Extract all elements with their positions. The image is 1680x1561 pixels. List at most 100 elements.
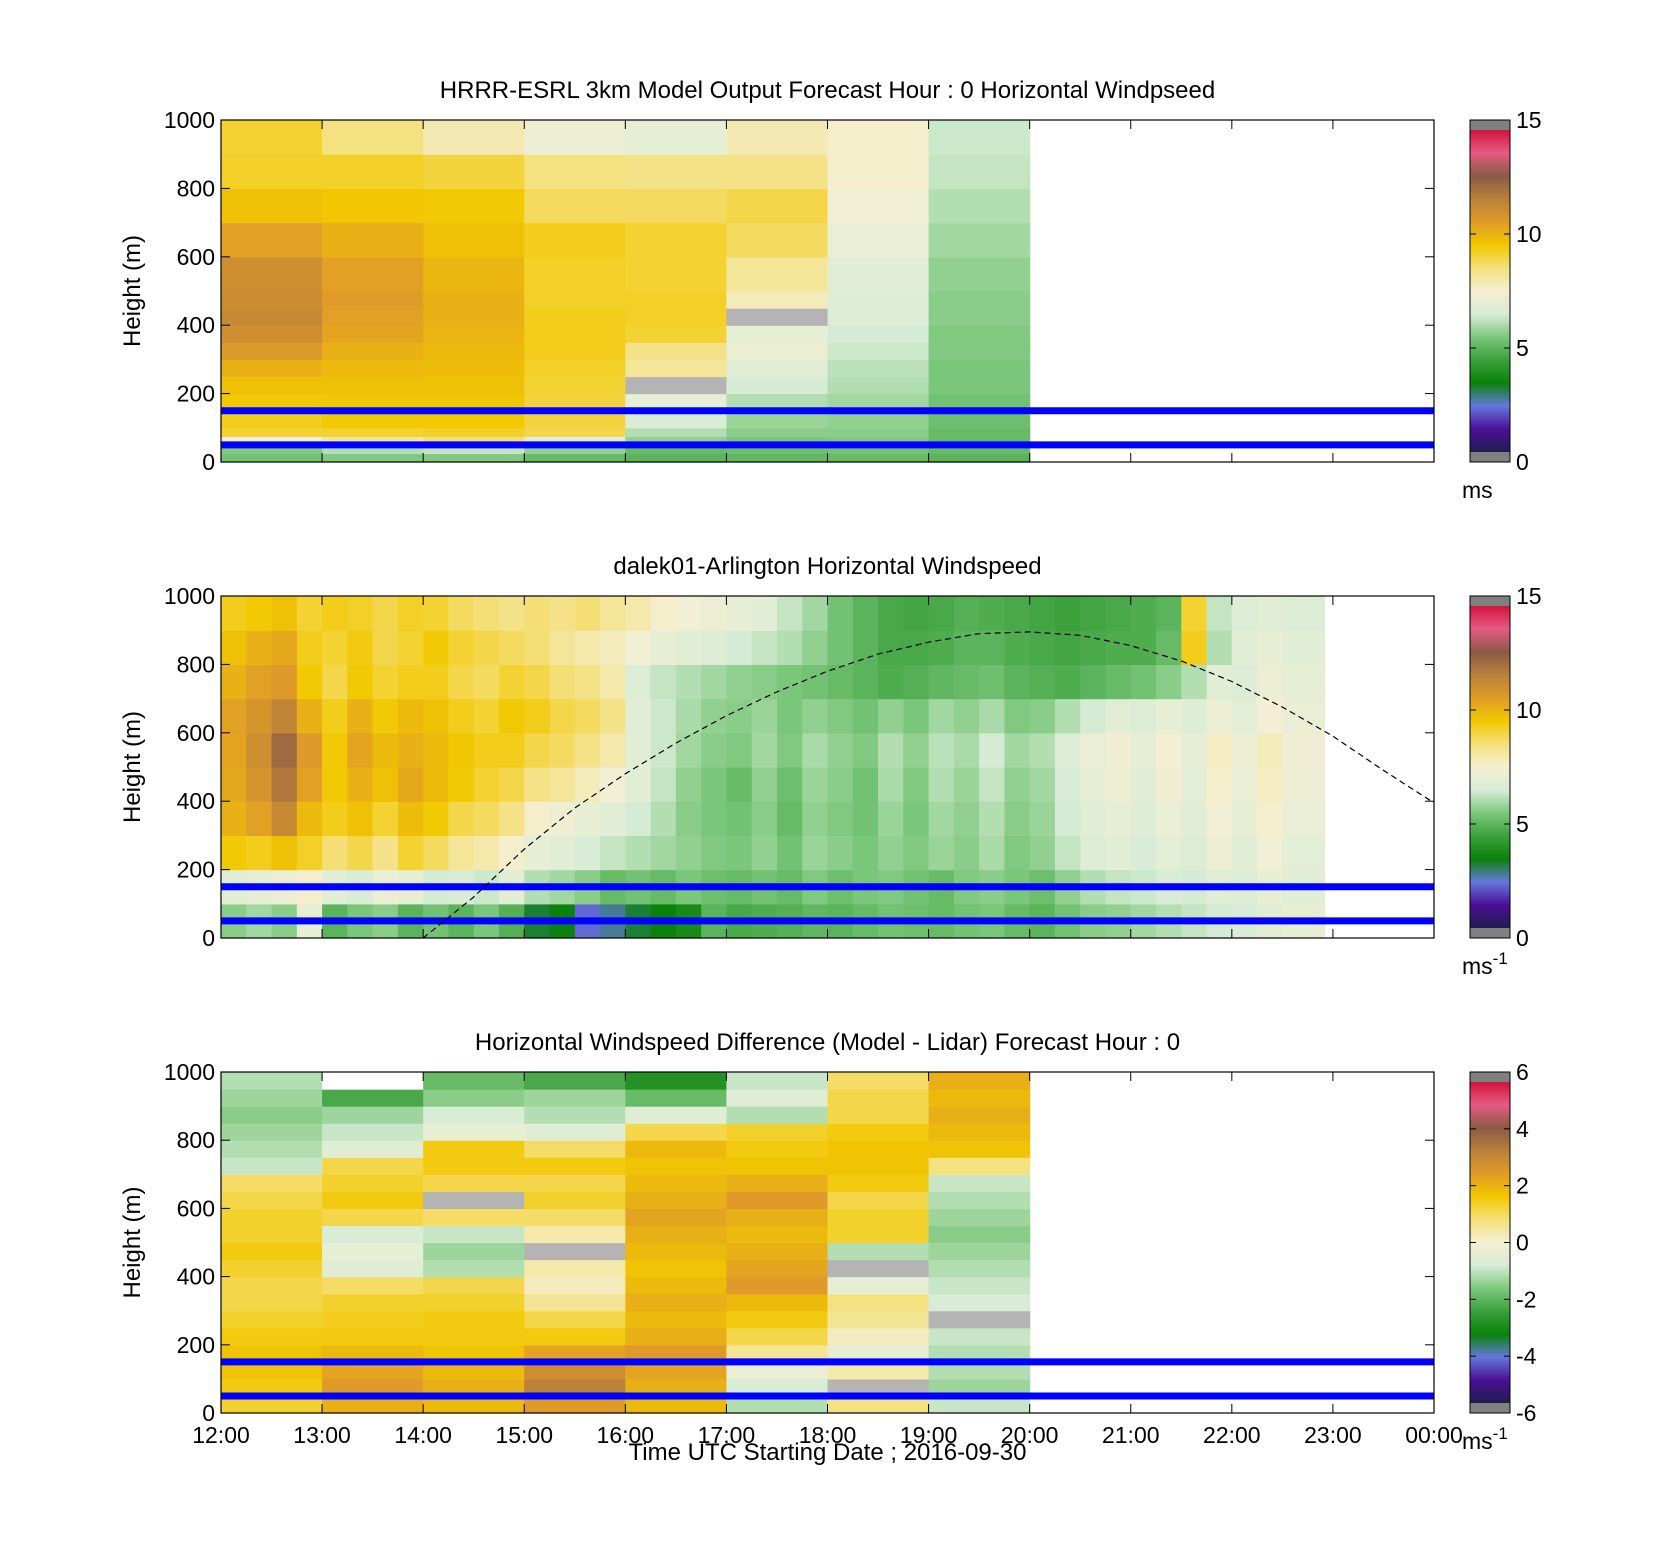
heatmap-cell (423, 1208, 525, 1227)
heatmap-cell (1054, 698, 1081, 734)
heatmap-cell (221, 1140, 323, 1158)
heatmap-cell (221, 444, 323, 455)
heatmap-cell (1181, 732, 1208, 768)
colorbar-gradient (1470, 130, 1510, 452)
heatmap-cell (322, 801, 348, 836)
heatmap-cell (524, 1225, 626, 1244)
heatmap-cell (1257, 596, 1283, 631)
heatmap-cell (372, 801, 399, 836)
heatmap-cell (524, 698, 551, 734)
heatmap-cell (423, 1191, 525, 1209)
heatmap-cell (751, 698, 778, 734)
heatmap-cell (1206, 732, 1233, 768)
heatmap-cell (1029, 698, 1056, 734)
model-windspeed-panel: HRRR-ESRL 3km Model Output Forecast Hour… (119, 77, 1542, 503)
heatmap-cell (473, 630, 500, 665)
heatmap-cell (878, 835, 904, 871)
heatmap-cell (625, 1242, 728, 1261)
heatmap-cell (878, 801, 904, 836)
heatmap-cell (726, 436, 829, 446)
panel-title: dalek01-Arlington Horizontal Windspeed (613, 553, 1041, 580)
heatmap-cell (221, 222, 323, 258)
heatmap-cell (1181, 596, 1208, 631)
heatmap-cell (221, 1174, 323, 1192)
heatmap-cell (1257, 801, 1283, 836)
heatmap-cell (776, 732, 803, 768)
heatmap-cell (423, 410, 525, 429)
colorbar-gradient (1470, 606, 1510, 928)
heatmap-cell (928, 698, 955, 734)
heatmap-cell (322, 1123, 424, 1141)
heatmap-cell (1257, 767, 1283, 802)
heatmap-cell (221, 1106, 323, 1124)
heatmap-cell (726, 664, 753, 700)
heatmap-cell (1029, 596, 1056, 631)
heatmap-cell (928, 1242, 1031, 1261)
heatmap-cell (726, 291, 829, 309)
heatmap-cell (852, 801, 879, 836)
heatmap-cell (221, 256, 323, 292)
heatmap-cell (322, 1327, 424, 1346)
heatmap-cell (524, 188, 626, 224)
heatmap-cell (524, 1089, 626, 1107)
heatmap-cell (726, 1242, 829, 1261)
heatmap-cell (802, 630, 829, 665)
heatmap-cell (1231, 664, 1258, 700)
heatmap-cell (726, 1259, 829, 1278)
heatmap-cell (625, 1293, 728, 1312)
colorbar-tick-label: 0 (1516, 1230, 1529, 1256)
heatmap-cell (903, 732, 930, 768)
heatmap-cell (221, 698, 247, 734)
heatmap-cell (726, 1123, 829, 1141)
heatmap-cell (347, 732, 374, 768)
heatmap-cell (322, 1293, 424, 1312)
heatmap-cell (827, 291, 930, 309)
heatmap-cell (928, 444, 1031, 455)
heatmap-cell (979, 630, 1005, 665)
heatmap-cell (928, 801, 955, 836)
heatmap-cell (246, 732, 273, 768)
heatmap-cell (221, 1259, 323, 1278)
heatmap-cell (827, 1191, 930, 1209)
x-tick-label: 12:00 (192, 1422, 250, 1448)
heatmap-cell (1029, 801, 1056, 836)
heatmap-cell (827, 698, 854, 734)
heatmap-cell (776, 664, 803, 700)
heatmap-cell (1105, 732, 1132, 768)
heatmap-cell (423, 767, 450, 802)
heatmap-cell (221, 1361, 323, 1380)
heatmap-cell (524, 427, 626, 437)
heatmap-cell (322, 630, 348, 665)
heatmap-cell (246, 664, 273, 700)
heatmap-cell (928, 1157, 1031, 1175)
heatmap-cell (726, 1378, 829, 1397)
heatmap-cell (827, 1361, 930, 1380)
heatmap-cell (776, 630, 803, 665)
heatmap-cell (574, 732, 601, 768)
heatmap-cell (928, 427, 1031, 437)
heatmap-cell (524, 1072, 626, 1090)
heatmap-cell (524, 410, 626, 429)
heatmap-cell (221, 325, 323, 343)
heatmap-cell (625, 1259, 728, 1278)
heatmap-cell (751, 801, 778, 836)
heatmap-cell (928, 1174, 1031, 1192)
heatmap-cell (221, 1072, 323, 1090)
heatmap-cell (903, 698, 930, 734)
heatmap-cell (650, 698, 677, 734)
heatmap-cell (498, 664, 525, 700)
heatmap-cell (372, 630, 399, 665)
heatmap-cell (423, 222, 525, 258)
heatmap-cell (423, 291, 525, 309)
heatmap-cell (1054, 630, 1081, 665)
heatmap-cell (524, 1361, 626, 1380)
heatmap-cell (1054, 664, 1081, 700)
heatmap-cell (524, 630, 551, 665)
heatmap-cell (625, 308, 728, 326)
heatmap-cell (928, 359, 1031, 378)
heatmap-cell (726, 188, 829, 224)
heatmap-cell (827, 393, 930, 412)
colorbar-tick-label: 4 (1516, 1116, 1529, 1142)
heatmap-cell (221, 427, 323, 437)
heatmap-cell (625, 1089, 728, 1107)
